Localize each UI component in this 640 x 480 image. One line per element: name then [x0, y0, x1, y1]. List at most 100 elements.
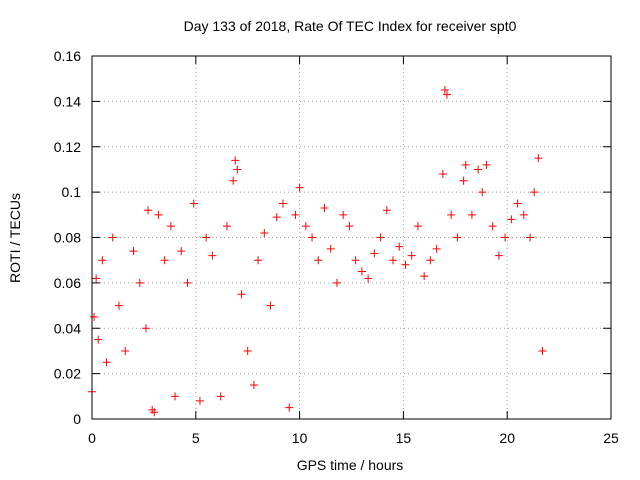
data-point: [432, 244, 441, 253]
data-point: [295, 183, 304, 192]
data-point: [129, 247, 138, 256]
y-tick-label: 0.1: [62, 184, 82, 200]
data-point: [413, 222, 422, 231]
x-axis-label: GPS time / hours: [297, 457, 404, 473]
data-point: [482, 160, 491, 169]
y-tick-label: 0.14: [54, 93, 81, 109]
y-tick-label: 0.12: [54, 139, 81, 155]
data-point: [526, 233, 535, 242]
y-tick-label: 0.16: [54, 48, 81, 64]
data-point: [154, 210, 163, 219]
data-points: [88, 86, 547, 417]
data-point: [357, 267, 366, 276]
data-point: [171, 392, 180, 401]
data-point: [494, 251, 503, 260]
data-point: [254, 256, 263, 265]
data-point: [345, 222, 354, 231]
data-point: [467, 210, 476, 219]
y-tick-label: 0.06: [54, 275, 81, 291]
data-point: [459, 176, 468, 185]
data-point: [447, 210, 456, 219]
data-point: [231, 156, 240, 165]
data-point: [195, 396, 204, 405]
data-point: [183, 278, 192, 287]
data-point: [513, 199, 522, 208]
data-point: [320, 204, 329, 213]
data-point: [519, 210, 528, 219]
data-point: [420, 272, 429, 281]
data-point: [98, 256, 107, 265]
y-axis-tick-labels: 0 0.02 0.04 0.06 0.08 0.1 0.12 0.14 0.16: [54, 48, 81, 427]
data-point: [474, 165, 483, 174]
x-tick-label: 0: [88, 430, 96, 446]
x-tick-label: 5: [192, 430, 200, 446]
data-point: [426, 256, 435, 265]
y-tick-label: 0.08: [54, 230, 81, 246]
data-point: [339, 210, 348, 219]
data-point: [208, 251, 217, 260]
data-point: [478, 188, 487, 197]
y-tick-label: 0.02: [54, 366, 81, 382]
data-point: [266, 301, 275, 310]
data-point: [530, 188, 539, 197]
data-point: [102, 358, 111, 367]
data-point: [364, 274, 373, 283]
data-point: [382, 206, 391, 215]
data-point: [189, 199, 198, 208]
data-point: [92, 274, 101, 283]
data-point: [440, 86, 449, 95]
data-point: [272, 213, 281, 222]
y-tick-label: 0.04: [54, 320, 81, 336]
data-point: [488, 222, 497, 231]
data-point: [249, 380, 258, 389]
data-point: [166, 222, 175, 231]
axis-ticks: [91, 55, 612, 420]
data-point: [233, 165, 242, 174]
x-tick-label: 20: [499, 430, 515, 446]
data-point: [453, 233, 462, 242]
x-axis-tick-labels: 0 5 10 15 20 25: [88, 430, 619, 446]
data-point: [90, 312, 99, 321]
data-point: [135, 278, 144, 287]
chart-title: Day 133 of 2018, Rate Of TEC Index for r…: [184, 18, 517, 34]
data-point: [332, 278, 341, 287]
data-point: [160, 256, 169, 265]
data-point: [501, 233, 510, 242]
data-point: [314, 256, 323, 265]
data-point: [141, 324, 150, 333]
x-tick-label: 25: [603, 430, 619, 446]
data-point: [461, 160, 470, 169]
data-point: [538, 346, 547, 355]
data-point: [308, 233, 317, 242]
data-point: [326, 244, 335, 253]
data-point: [370, 249, 379, 258]
data-point: [291, 210, 300, 219]
data-point: [442, 90, 451, 99]
x-tick-label: 15: [396, 430, 412, 446]
data-point: [407, 251, 416, 260]
data-point: [144, 206, 153, 215]
data-point: [260, 228, 269, 237]
data-point: [285, 403, 294, 412]
x-tick-label: 10: [292, 430, 308, 446]
data-point: [438, 169, 447, 178]
y-axis-label: ROTI / TECUs: [7, 193, 23, 283]
data-point: [301, 222, 310, 231]
data-point: [229, 176, 238, 185]
data-point: [376, 233, 385, 242]
data-point: [507, 215, 516, 224]
data-point: [351, 256, 360, 265]
data-point: [278, 199, 287, 208]
y-tick-label: 0: [73, 411, 81, 427]
data-point: [121, 346, 130, 355]
gridlines: [92, 56, 611, 419]
data-point: [114, 301, 123, 310]
data-point: [216, 392, 225, 401]
data-point: [401, 260, 410, 269]
data-point: [150, 408, 159, 417]
data-point: [222, 222, 231, 231]
data-point: [237, 290, 246, 299]
data-point: [108, 233, 117, 242]
data-point: [94, 335, 103, 344]
